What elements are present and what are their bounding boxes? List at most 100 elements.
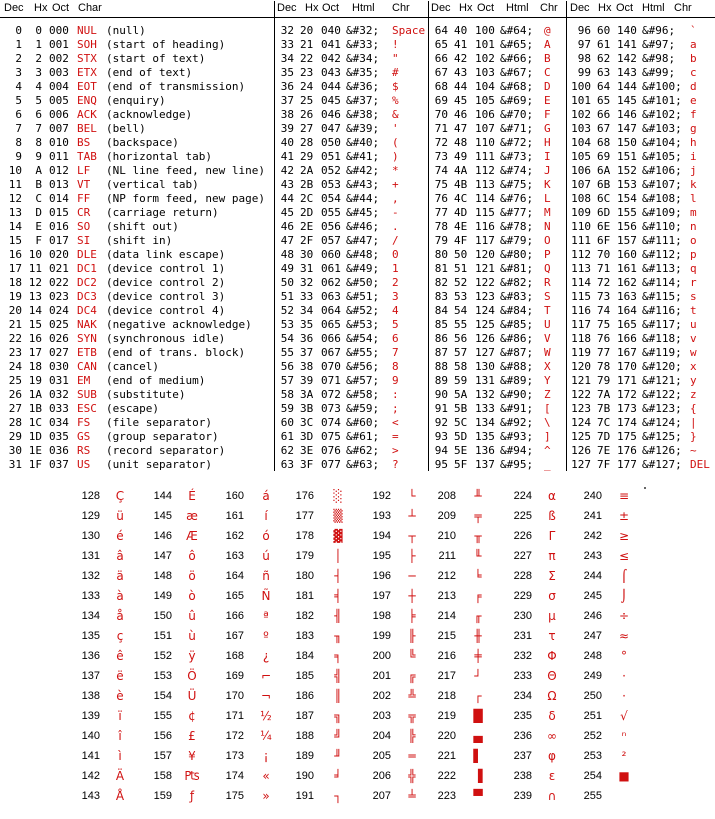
table-row: 127 7F 177 &#127; DEL bbox=[0, 458, 715, 472]
hex-cell: 28 bbox=[300, 136, 314, 149]
extended-code: 242 bbox=[583, 530, 602, 542]
extended-glyph: ≤ bbox=[618, 549, 630, 563]
extended-glyph: φ bbox=[548, 749, 556, 763]
extended-glyph: ╕ bbox=[334, 649, 342, 663]
char-code-cell: STX bbox=[77, 52, 97, 65]
dec-cell: 94 bbox=[434, 444, 448, 457]
table-row: 50 32 062 &#50; 2 bbox=[0, 276, 715, 290]
extended-char-cell: 178 ▓ bbox=[0, 526, 715, 546]
extended-glyph: ¬ bbox=[260, 689, 272, 703]
char-desc-cell: (start of text) bbox=[106, 52, 206, 65]
html-cell: &#87; bbox=[500, 346, 534, 359]
dec-cell: 84 bbox=[434, 304, 448, 317]
extended-glyph: · bbox=[622, 669, 626, 683]
html-cell: &#125; bbox=[642, 430, 682, 443]
extended-char-cell: 203 ╦ bbox=[0, 706, 715, 726]
table-row: 9 9 011 TAB (horizontal tab) bbox=[0, 150, 715, 164]
hex-cell: 19 bbox=[28, 374, 42, 387]
hex-cell: 32 bbox=[300, 276, 314, 289]
extended-glyph: æ bbox=[186, 509, 198, 523]
extended-code: 145 bbox=[153, 510, 172, 522]
table-row: 119 77 167 &#119; w bbox=[0, 346, 715, 360]
chr-cell: s bbox=[690, 290, 697, 303]
chr-cell: \ bbox=[544, 416, 551, 429]
char-desc-cell: (substitute) bbox=[106, 388, 186, 401]
dec-cell: 83 bbox=[434, 290, 448, 303]
chr-cell: j bbox=[690, 164, 697, 177]
extended-char-cell: 151 ù bbox=[0, 626, 715, 646]
extended-code: 210 bbox=[437, 530, 456, 542]
html-cell: &#116; bbox=[642, 304, 682, 317]
extended-glyph: Ä bbox=[115, 769, 125, 783]
hex-cell: 4A bbox=[454, 164, 468, 177]
dec-cell: 103 bbox=[571, 122, 591, 135]
extended-glyph: ƒ bbox=[189, 789, 195, 803]
extended-glyph: ▄ bbox=[473, 729, 483, 743]
chr-cell: U bbox=[544, 318, 551, 331]
table-row: 91 5B 133 &#91; [ bbox=[0, 402, 715, 416]
extended-code: 171 bbox=[225, 710, 244, 722]
dec-cell: 120 bbox=[571, 360, 591, 373]
oct-cell: 110 bbox=[475, 136, 495, 149]
oct-cell: 137 bbox=[475, 458, 495, 471]
chr-cell: " bbox=[392, 52, 399, 65]
oct-cell: 174 bbox=[617, 416, 637, 429]
chr-cell: 4 bbox=[392, 304, 399, 317]
table-row: 25 19 031 EM (end of medium) bbox=[0, 374, 715, 388]
char-code-cell: SI bbox=[77, 234, 91, 247]
table-row: 44 2C 054 &#44;, bbox=[0, 192, 715, 206]
extended-code: 209 bbox=[437, 510, 456, 522]
hex-cell: 71 bbox=[597, 262, 611, 275]
extended-code: 161 bbox=[225, 510, 244, 522]
extended-code: 188 bbox=[295, 730, 314, 742]
table-row: 27 1B 033 ESC (escape) bbox=[0, 402, 715, 416]
extended-char-cell: 145 æ bbox=[0, 506, 715, 526]
dec-cell: 91 bbox=[434, 402, 448, 415]
extended-code: 238 bbox=[513, 770, 532, 782]
chr-cell: D bbox=[544, 80, 551, 93]
html-cell: &#103; bbox=[642, 122, 682, 135]
extended-glyph: ε bbox=[548, 769, 556, 783]
chr-cell: | bbox=[690, 416, 697, 429]
extended-code: 157 bbox=[153, 750, 172, 762]
extended-glyph: τ bbox=[548, 629, 556, 643]
html-cell: &#55; bbox=[346, 346, 380, 359]
extended-glyph: ¿ bbox=[262, 649, 270, 663]
extended-char-cell: 198 ╞ bbox=[0, 606, 715, 626]
char-desc-cell: (device control 1) bbox=[106, 262, 226, 275]
table-row: 14 E 016 SO (shift out) bbox=[0, 220, 715, 234]
extended-char-cell: 193 ┴ bbox=[0, 506, 715, 526]
dec-cell: 2 bbox=[15, 52, 22, 65]
extended-glyph: û bbox=[188, 609, 196, 623]
html-cell: &#99; bbox=[642, 66, 676, 79]
extended-char-cell: 248 ° bbox=[0, 646, 715, 666]
dec-cell: 36 bbox=[280, 80, 294, 93]
char-code-cell: BEL bbox=[77, 122, 97, 135]
chr-cell: z bbox=[690, 388, 697, 401]
dec-cell: 69 bbox=[434, 94, 448, 107]
dec-cell: 0 bbox=[15, 24, 22, 37]
table-row: 80 50 120 &#80; P bbox=[0, 248, 715, 262]
extended-char-cell: 235 δ bbox=[0, 706, 715, 726]
table-row: 108 6C 154 &#108; l bbox=[0, 192, 715, 206]
extended-code: 222 bbox=[437, 770, 456, 782]
html-cell: &#109; bbox=[642, 206, 682, 219]
oct-cell: 051 bbox=[321, 150, 341, 163]
table-row: 98 62 142 &#98; b bbox=[0, 52, 715, 66]
html-cell: &#96; bbox=[642, 24, 676, 37]
table-row: 1 1 001 SOH (start of heading) bbox=[0, 38, 715, 52]
oct-cell: 001 bbox=[49, 38, 69, 51]
hex-cell: 2D bbox=[300, 206, 314, 219]
extended-code: 128 bbox=[81, 490, 100, 502]
html-cell: &#117; bbox=[642, 318, 682, 331]
extended-code: 225 bbox=[513, 510, 532, 522]
chr-cell: ^ bbox=[544, 444, 551, 457]
dec-cell: 93 bbox=[434, 430, 448, 443]
hex-cell: 3E bbox=[300, 444, 314, 457]
table-row: 102 66 146 &#102; f bbox=[0, 108, 715, 122]
char-code-cell: NUL bbox=[77, 24, 97, 37]
dec-cell: 72 bbox=[434, 136, 448, 149]
html-cell: &#122; bbox=[642, 388, 682, 401]
dec-cell: 116 bbox=[571, 304, 591, 317]
oct-cell: 131 bbox=[475, 374, 495, 387]
